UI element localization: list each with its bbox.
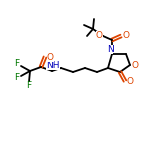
Text: O: O <box>47 52 54 62</box>
Text: F: F <box>14 73 20 81</box>
Text: O: O <box>123 31 130 40</box>
Text: N: N <box>107 45 113 54</box>
Text: O: O <box>95 31 102 40</box>
Text: O: O <box>131 60 138 69</box>
Text: F: F <box>26 81 32 90</box>
Text: F: F <box>14 59 20 69</box>
Text: NH: NH <box>46 60 60 69</box>
Text: O: O <box>126 78 133 86</box>
